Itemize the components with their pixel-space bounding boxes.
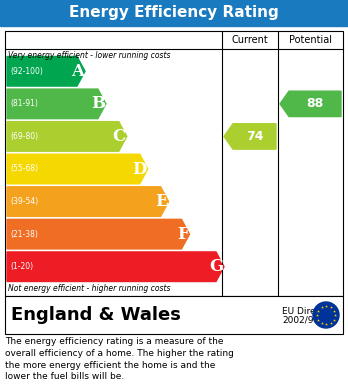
Text: (1-20): (1-20) — [10, 262, 33, 271]
Text: D: D — [132, 160, 147, 178]
Text: 88: 88 — [306, 97, 324, 110]
Text: Energy Efficiency Rating: Energy Efficiency Rating — [69, 5, 279, 20]
Bar — [5, 296, 343, 334]
Text: (55-68): (55-68) — [10, 165, 38, 174]
Polygon shape — [7, 122, 127, 151]
Text: (69-80): (69-80) — [10, 132, 38, 141]
Text: G: G — [209, 258, 223, 275]
Text: B: B — [91, 95, 105, 112]
Text: 74: 74 — [246, 130, 263, 143]
Polygon shape — [7, 219, 190, 249]
Text: (21-38): (21-38) — [10, 230, 38, 239]
Polygon shape — [7, 57, 85, 86]
Text: Current: Current — [232, 35, 268, 45]
Polygon shape — [224, 124, 276, 149]
Text: 2002/91/EC: 2002/91/EC — [282, 316, 334, 325]
Polygon shape — [7, 154, 148, 184]
Bar — [5, 31, 343, 296]
Circle shape — [313, 302, 339, 328]
Polygon shape — [7, 89, 106, 118]
Text: The energy efficiency rating is a measure of the
overall efficiency of a home. T: The energy efficiency rating is a measur… — [5, 337, 234, 381]
Polygon shape — [7, 187, 169, 216]
Polygon shape — [280, 91, 341, 117]
Text: Very energy efficient - lower running costs: Very energy efficient - lower running co… — [8, 51, 171, 60]
Text: (81-91): (81-91) — [10, 99, 38, 108]
Text: E: E — [155, 193, 168, 210]
Text: (92-100): (92-100) — [10, 67, 43, 76]
Bar — [0, 0, 348, 26]
Text: A: A — [71, 63, 84, 80]
Text: Potential: Potential — [289, 35, 332, 45]
Text: Not energy efficient - higher running costs: Not energy efficient - higher running co… — [8, 284, 171, 293]
Polygon shape — [7, 252, 224, 282]
Text: England & Wales: England & Wales — [11, 306, 181, 324]
Text: F: F — [177, 226, 189, 243]
Text: C: C — [112, 128, 126, 145]
Text: EU Directive: EU Directive — [282, 307, 338, 316]
Text: (39-54): (39-54) — [10, 197, 38, 206]
